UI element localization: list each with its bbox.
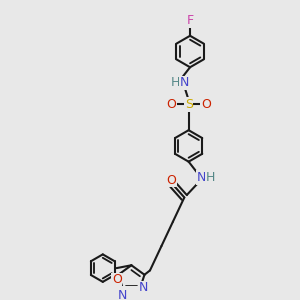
Text: O: O	[112, 273, 122, 286]
Text: O: O	[201, 98, 211, 111]
Text: N: N	[180, 76, 189, 89]
Text: H: H	[171, 76, 180, 89]
Text: O: O	[167, 98, 176, 111]
Text: S: S	[184, 98, 193, 111]
Text: H: H	[206, 171, 215, 184]
Text: N: N	[197, 171, 206, 184]
Text: O: O	[167, 174, 176, 187]
Text: N: N	[118, 289, 127, 300]
Text: F: F	[187, 14, 194, 27]
Text: N: N	[139, 281, 148, 294]
